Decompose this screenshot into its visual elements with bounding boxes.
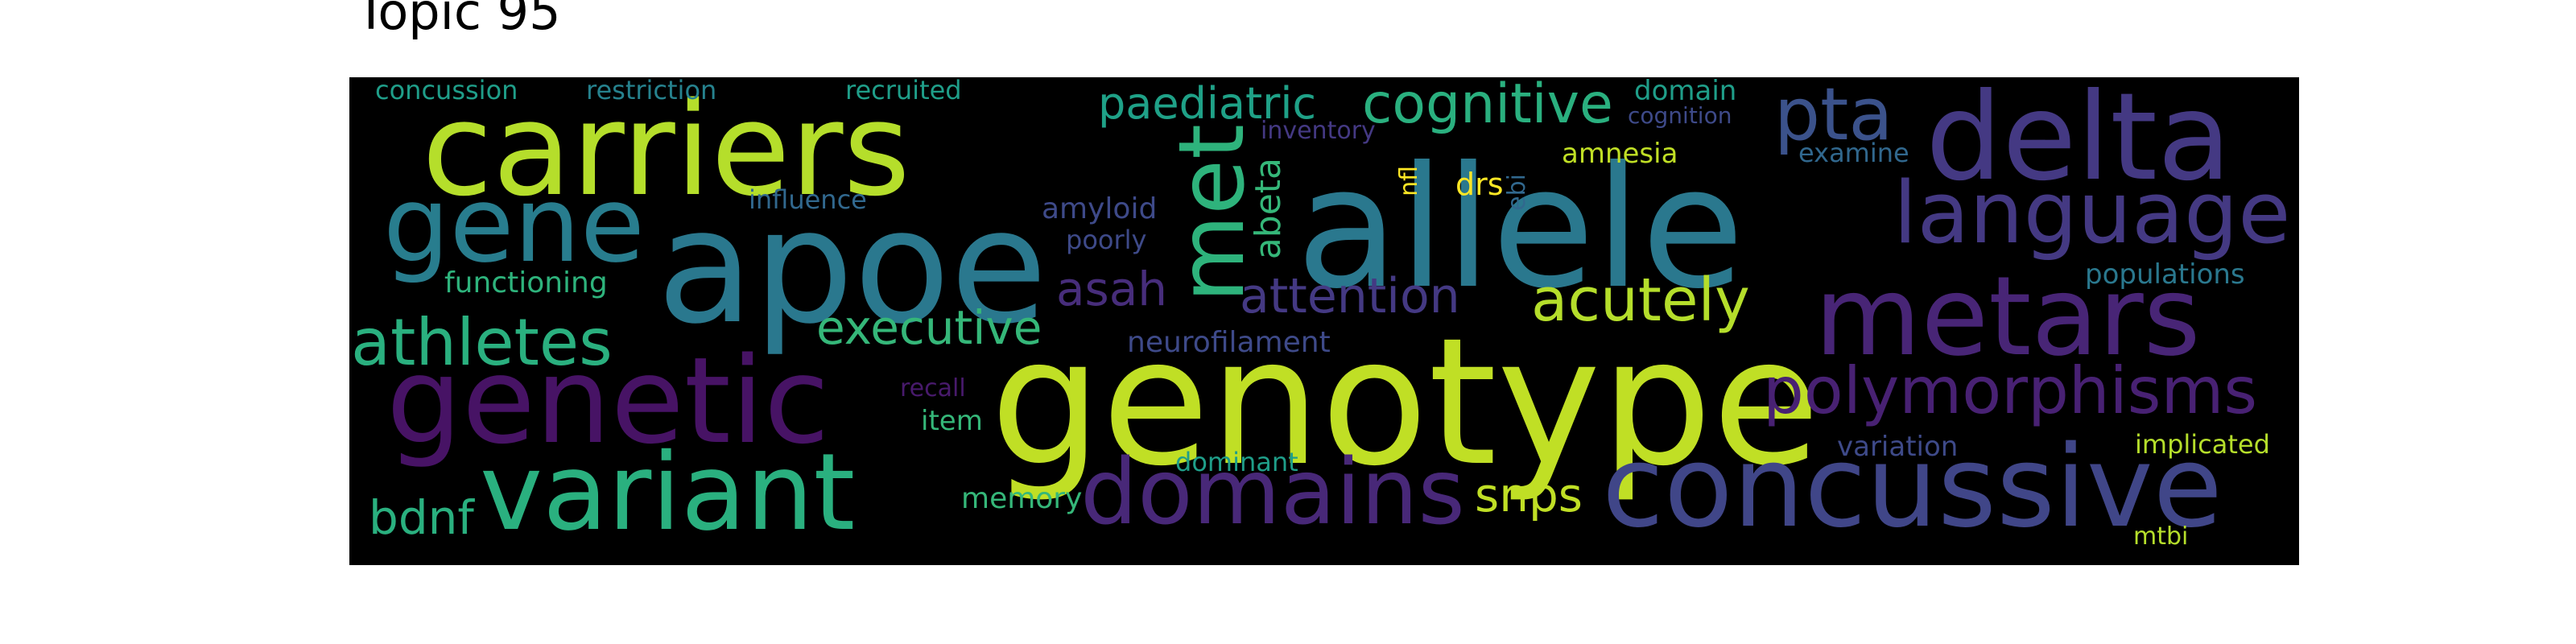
word-restriction: restriction [586, 77, 717, 105]
word-variation: variation [1837, 431, 1959, 463]
word-concussion: concussion [375, 77, 518, 105]
word-amnesia: amnesia [1562, 138, 1678, 170]
word-domain: domain [1634, 77, 1737, 107]
word-polymorphisms: polymorphisms [1763, 353, 2258, 428]
word-athletes: athletes [351, 305, 613, 380]
word-metars: metars [1814, 254, 2201, 381]
word-amyloid: amyloid [1042, 192, 1158, 225]
word-cloud: genotype allele apoe carriers delta conc… [349, 77, 2299, 565]
word-allele: allele [1296, 131, 1744, 326]
word-domains: domains [1080, 440, 1465, 545]
word-implicated: implicated [2135, 429, 2270, 460]
word-attention: attention [1240, 268, 1460, 324]
word-cognitive: cognitive [1362, 77, 1613, 136]
word-ebi: ebi [1503, 174, 1531, 211]
word-examine: examine [1798, 138, 1909, 168]
word-paediatric: paediatric [1098, 78, 1317, 129]
word-poorly: poorly [1066, 225, 1147, 255]
word-drs: drs [1455, 167, 1504, 202]
word-dominant: dominant [1175, 447, 1298, 477]
word-executive: executive [816, 300, 1042, 355]
word-bdnf: bdnf [369, 490, 474, 545]
word-language: language [1893, 163, 2291, 262]
word-concussive: concussive [1602, 422, 2223, 553]
word-inventory: inventory [1261, 117, 1376, 145]
word-acutely: acutely [1531, 266, 1750, 335]
word-functioning: functioning [444, 266, 608, 299]
word-genetic: genetic [386, 332, 830, 470]
chart-title: Topic 95 [356, 0, 561, 41]
word-gene: gene [383, 163, 645, 286]
word-recruited: recruited [845, 77, 962, 105]
word-asah: asah [1056, 262, 1168, 316]
word-mtbi: mtbi [2133, 522, 2189, 551]
word-variant: variant [480, 431, 856, 555]
word-recall: recall [900, 374, 966, 402]
word-carriers: carriers [422, 77, 910, 225]
word-nfl: nfl [1395, 166, 1423, 196]
word-genotype: genotype [990, 301, 1821, 505]
word-memory: memory [961, 482, 1083, 515]
word-delta: delta [1926, 77, 2231, 208]
word-item: item [921, 405, 983, 437]
word-influence: influence [749, 184, 867, 215]
word-pta: pta [1774, 77, 1893, 157]
word-populations: populations [2085, 258, 2245, 291]
word-apoe: apoe [657, 175, 1048, 359]
word-cognition: cognition [1628, 102, 1732, 129]
word-neurofilament: neurofilament [1127, 326, 1331, 359]
word-abeta: abeta [1248, 158, 1289, 260]
word-snps: snps [1475, 468, 1583, 522]
